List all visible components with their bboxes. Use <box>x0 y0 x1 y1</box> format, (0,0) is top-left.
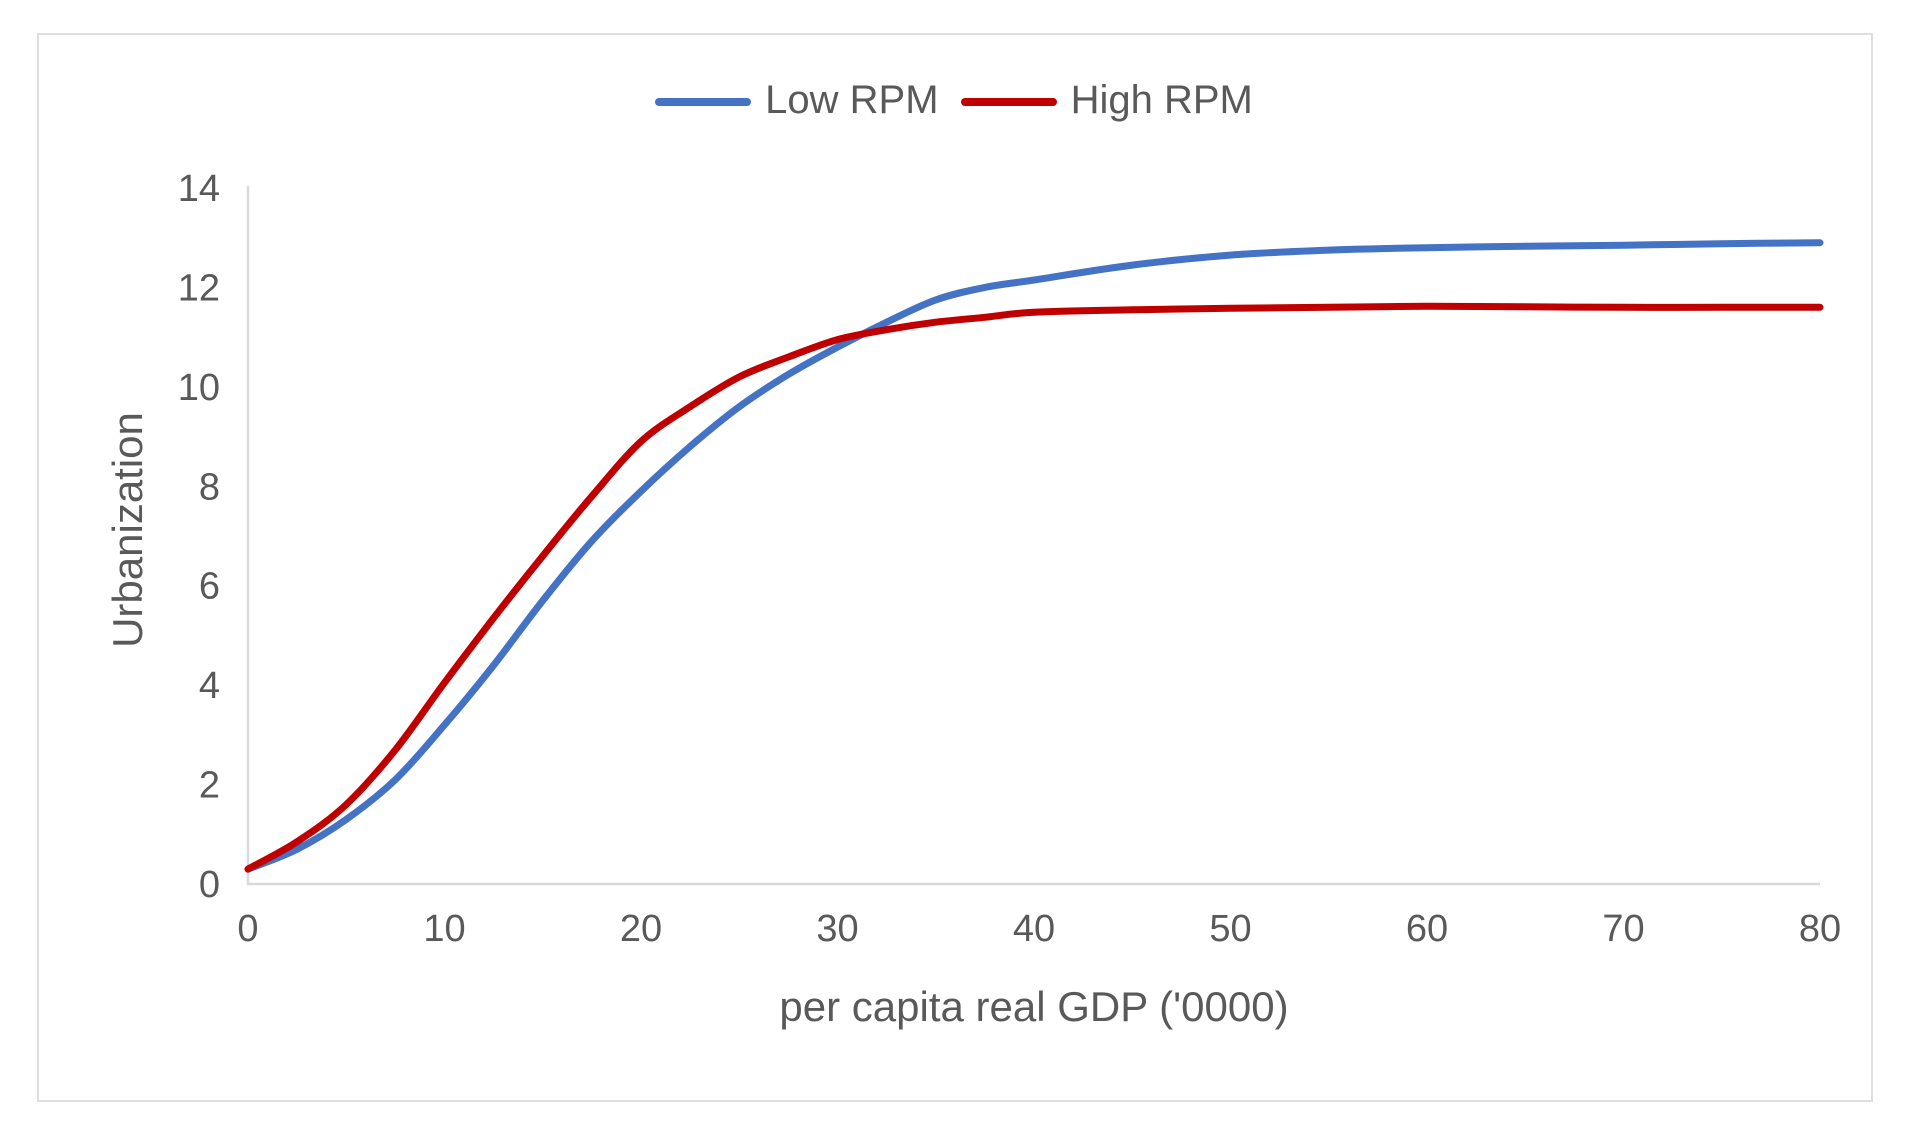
x-axis-title: per capita real GDP ('0000) <box>779 983 1289 1030</box>
x-tick-label-50: 50 <box>1209 908 1251 950</box>
y-tick-label-12: 12 <box>178 267 220 309</box>
x-tick-label-10: 10 <box>423 908 465 950</box>
series-line-low-rpm <box>244 239 1824 873</box>
x-tick-label-40: 40 <box>1013 908 1055 950</box>
figure-border <box>37 33 1873 1102</box>
x-tick-label-70: 70 <box>1602 908 1644 950</box>
series-line-high-rpm <box>244 302 1824 873</box>
y-axis-title: Urbanization <box>104 412 151 648</box>
y-tick-label-4: 4 <box>199 665 220 707</box>
x-tick-label-60: 60 <box>1406 908 1448 950</box>
x-tick-label-30: 30 <box>816 908 858 950</box>
y-tick-label-8: 8 <box>199 466 220 508</box>
x-tick-label-80: 80 <box>1799 908 1841 950</box>
y-tick-label-2: 2 <box>199 765 220 807</box>
y-tick-label-0: 0 <box>199 864 220 906</box>
y-tick-label-10: 10 <box>178 367 220 409</box>
x-tick-label-0: 0 <box>237 908 258 950</box>
y-tick-label-6: 6 <box>199 566 220 608</box>
y-tick-label-14: 14 <box>178 168 220 210</box>
x-tick-label-20: 20 <box>620 908 662 950</box>
